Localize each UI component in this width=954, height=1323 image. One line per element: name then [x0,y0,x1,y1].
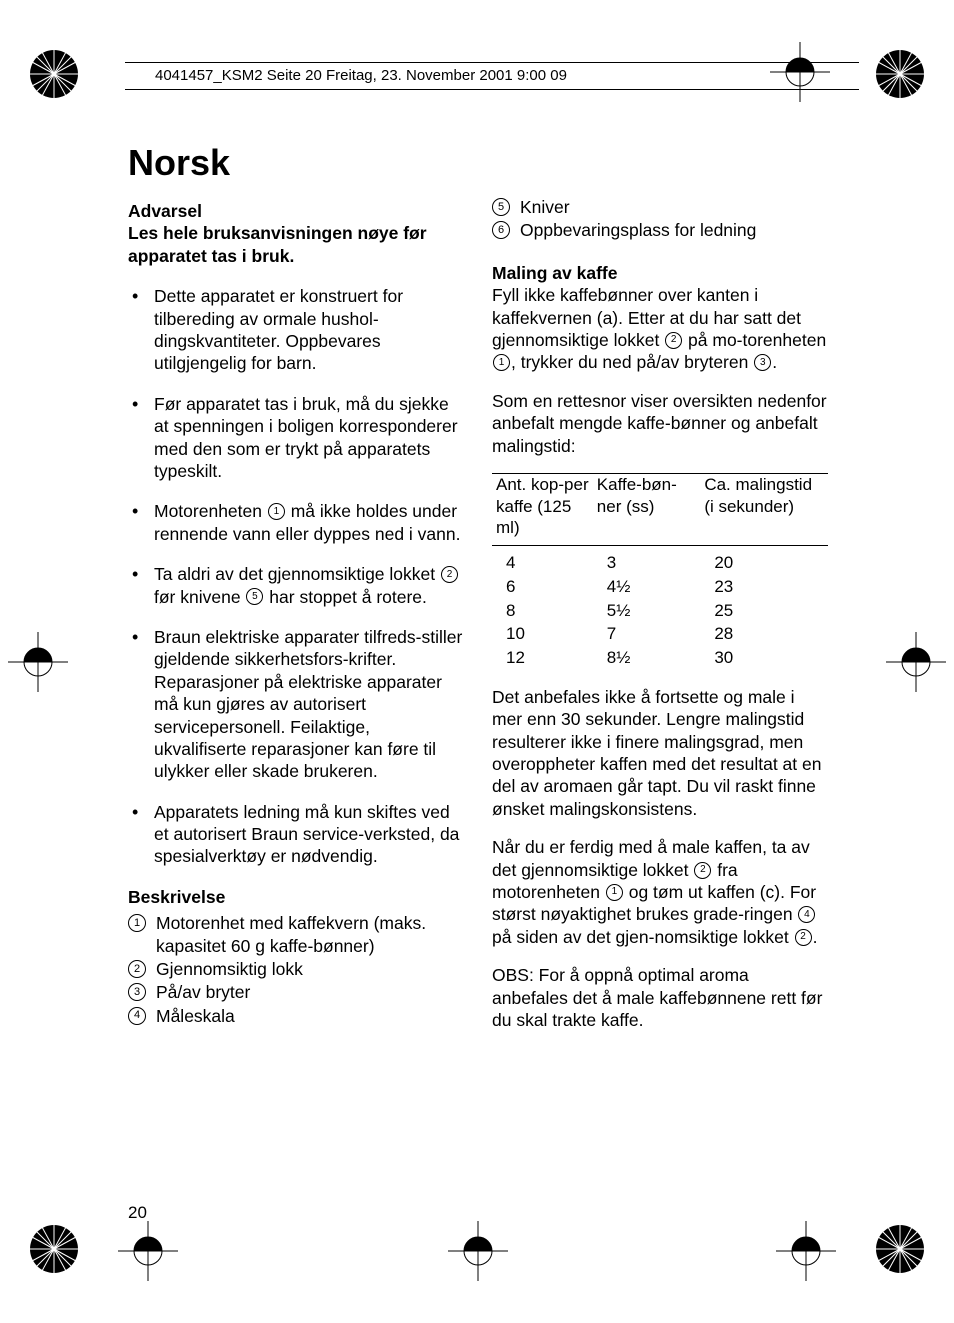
maling-label: Maling av kaffe [492,262,828,284]
reg-mark-tl [28,48,80,100]
warning-text: Les hele bruksanvisningen nøye før appar… [128,222,464,267]
description-list: 1 Motorenhet med kaffekvern (maks. kapasi… [128,912,464,1027]
beskrivelse-label: Beskrivelse [128,886,464,908]
circled-num-icon: 3 [128,983,146,1001]
table-row: 128½30 [492,646,828,670]
warning-label: Advarsel [128,200,464,222]
page-title: Norsk [128,140,464,186]
maling-p2: Som en rettesnor viser oversikten nedenf… [492,390,828,457]
col-right: 5 Kniver 6 Oppbevaringsplass for ledning M… [492,140,828,1047]
after-p2: Når du er ferdig med å male kaffen, ta a… [492,836,828,948]
list-item: Dette apparatet er konstruert for tilber… [128,285,464,375]
circled-num-icon: 2 [128,960,146,978]
desc-text: Motorenhet med kaffekvern (maks. kapasit… [156,912,464,957]
table-row: 85½25 [492,599,828,623]
warning-list: Dette apparatet er konstruert for tilber… [128,285,464,868]
th: Kaffe-bøn-ner (ss) [593,473,701,545]
desc-text: Måleskala [156,1005,235,1027]
list-item: Apparatets ledning må kun skiftes ved et… [128,801,464,868]
page-number: 20 [128,1203,147,1223]
th: Ant. kop-per kaffe (125 ml) [492,473,593,545]
desc-item: 4 Måleskala [128,1005,464,1027]
crosshair-icon [886,632,946,692]
obs: OBS: For å oppnå optimal aroma anbefales… [492,964,828,1031]
list-item: Braun elektriske apparater tilfreds-stil… [128,626,464,783]
desc-item: 2 Gjennomsiktig lokk [128,958,464,980]
reg-mark-br [874,1223,926,1275]
crosshair-icon [448,1221,508,1281]
page-header: 4041457_KSM2 Seite 20 Freitag, 23. Novem… [125,62,859,90]
desc-text: På/av bryter [156,981,250,1003]
desc-item: 5 Kniver [492,196,828,218]
main-content: Norsk Advarsel Les hele bruksanvisningen… [128,140,828,1047]
reg-mark-tr [874,48,926,100]
desc-item: 6 Oppbevaringsplass for ledning [492,219,828,241]
circled-num-icon: 4 [128,1007,146,1025]
table-row: 10728 [492,622,828,646]
list-item: Før apparatet tas i bruk, må du sjekke a… [128,393,464,483]
list-item: Motorenheten 1 må ikke holdes under renn… [128,500,464,545]
desc-item: 3 På/av bryter [128,981,464,1003]
desc-text: Kniver [520,196,570,218]
grind-table: Ant. kop-per kaffe (125 ml) Kaffe-bøn-ne… [492,473,828,670]
crosshair-icon [8,632,68,692]
circled-num-icon: 6 [492,221,510,239]
reg-mark-bl [28,1223,80,1275]
circled-num-icon: 1 [128,914,146,932]
table-row: 4320 [492,546,828,575]
th: Ca. malingstid (i sekunder) [700,473,828,545]
description-list-right: 5 Kniver 6 Oppbevaringsplass for ledning [492,196,828,242]
table-row: 64½23 [492,575,828,599]
desc-text: Oppbevaringsplass for ledning [520,219,756,241]
crosshair-icon [776,1221,836,1281]
crosshair-icon [118,1221,178,1281]
col-left: Norsk Advarsel Les hele bruksanvisningen… [128,140,464,1047]
after-p1: Det anbefales ikke å fortsette og male i… [492,686,828,820]
desc-text: Gjennomsiktig lokk [156,958,303,980]
list-item: Ta aldri av det gjennomsiktige lokket 2 … [128,563,464,608]
maling-p1: Fyll ikke kaffebønner over kanten i kaff… [492,284,828,374]
desc-item: 1 Motorenhet med kaffekvern (maks. kapasi… [128,912,464,957]
circled-num-icon: 5 [492,198,510,216]
